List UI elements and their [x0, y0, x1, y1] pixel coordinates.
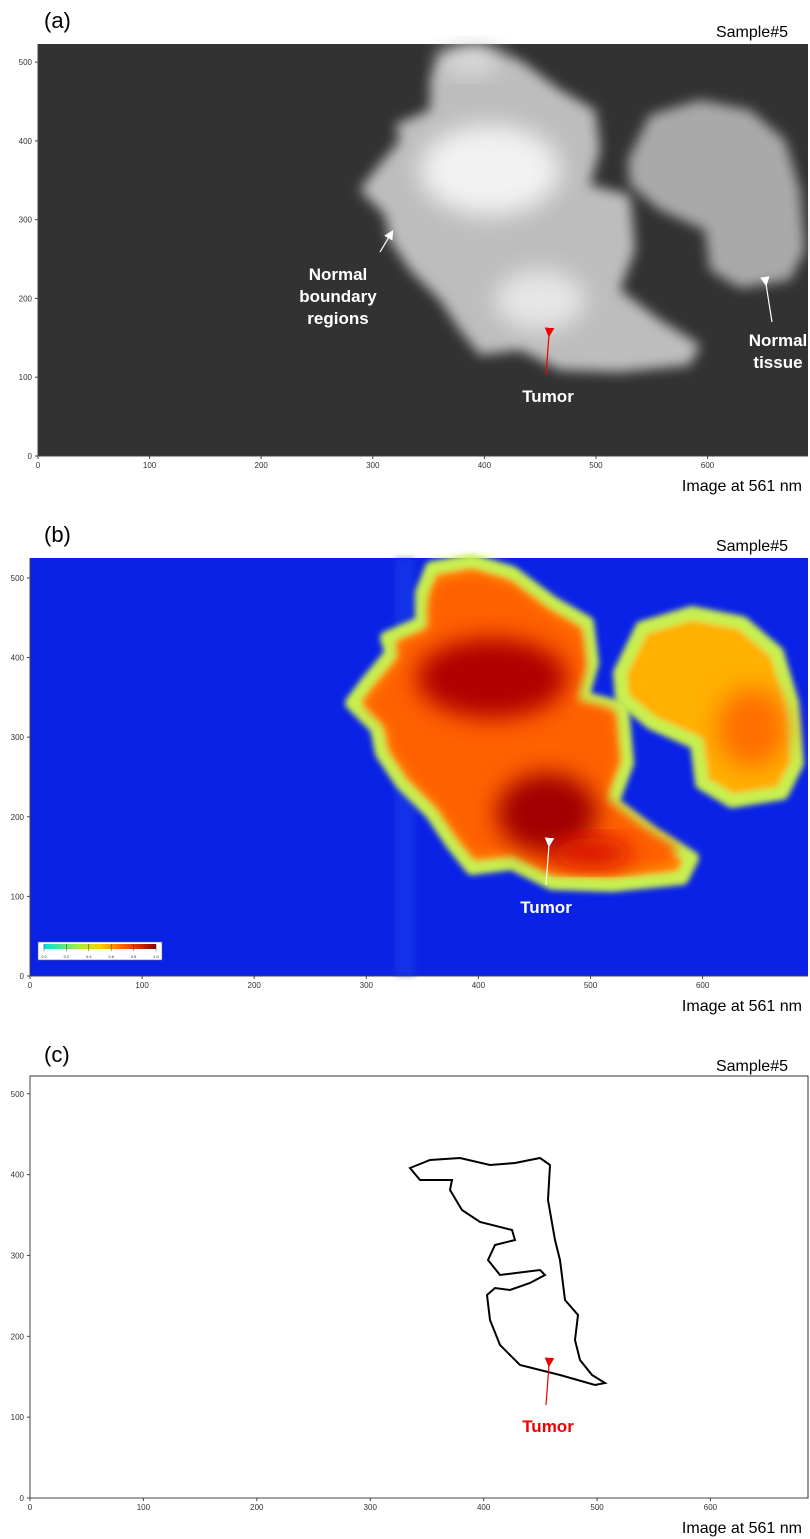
y-tick-label: 0	[20, 972, 25, 981]
y-tick-label: 400	[19, 137, 33, 146]
y-tick-label: 400	[11, 1171, 25, 1180]
caption: Image at 561 nm	[682, 478, 802, 495]
y-tick-label: 0	[28, 452, 33, 461]
x-tick-label: 400	[478, 461, 492, 470]
x-tick-label: 200	[248, 981, 262, 990]
x-tick-label: 600	[704, 1503, 718, 1512]
sample-label: Sample#5	[716, 1058, 788, 1075]
figure: (a) Sample#5 Image at 561 nm 0 100 200 300 400 5…	[0, 0, 810, 1539]
y-tick-label: 200	[11, 813, 25, 822]
y-tick-label: 100	[19, 373, 33, 382]
y-tick-label: 400	[11, 654, 25, 663]
annotation: regions	[307, 309, 368, 328]
annotation: Tumor	[522, 387, 574, 406]
colorbar-label: 0.4	[86, 954, 92, 959]
x-tick-label: 500	[590, 1503, 604, 1512]
x-tick-label: 100	[135, 981, 149, 990]
colorbar-label: 0.2	[64, 954, 70, 959]
y-tick-label: 300	[19, 216, 33, 225]
annotation: Tumor	[522, 1417, 574, 1436]
x-tick-label: 500	[589, 461, 603, 470]
panel-label: (b)	[44, 522, 71, 547]
image-a	[38, 44, 808, 456]
x-tick-label: 0	[28, 1503, 33, 1512]
panel-label: (c)	[44, 1042, 70, 1067]
y-tick-label: 200	[11, 1332, 25, 1341]
x-tick-label: 400	[477, 1503, 491, 1512]
colorbar-label: 0.8	[131, 954, 137, 959]
x-tick-label: 500	[584, 981, 598, 990]
y-tick-label: 500	[19, 58, 33, 67]
caption: Image at 561 nm	[682, 1520, 802, 1537]
x-tick-label: 0	[36, 461, 41, 470]
y-tick-label: 500	[11, 1090, 25, 1099]
y-tick-label: 300	[11, 733, 25, 742]
x-tick-label: 600	[696, 981, 710, 990]
colorbar-label: 0.0	[41, 954, 47, 959]
caption: Image at 561 nm	[682, 998, 802, 1015]
y-tick-label: 300	[11, 1251, 25, 1260]
x-tick-label: 100	[137, 1503, 151, 1512]
annotation: Normal	[309, 265, 368, 284]
x-tick-label: 0	[28, 981, 33, 990]
annotation: tissue	[753, 353, 802, 372]
x-tick-label: 300	[364, 1503, 378, 1512]
x-tick-label: 400	[472, 981, 486, 990]
x-tick-label: 600	[701, 461, 715, 470]
sample-label: Sample#5	[716, 538, 788, 555]
annotation: Normal	[749, 331, 808, 350]
sample-label: Sample#5	[716, 24, 788, 41]
colorbar-label: 0.6	[108, 954, 114, 959]
x-tick-label: 300	[360, 981, 374, 990]
x-tick-label: 200	[250, 1503, 264, 1512]
y-tick-label: 100	[11, 892, 25, 901]
y-tick-label: 200	[19, 294, 33, 303]
colorbar-label: 1.0	[153, 954, 159, 959]
y-tick-label: 500	[11, 574, 25, 583]
annotation: boundary	[299, 287, 377, 306]
image-b	[30, 558, 808, 976]
image-c	[30, 1076, 808, 1498]
x-tick-label: 100	[143, 461, 157, 470]
y-tick-label: 100	[11, 1413, 25, 1422]
y-tick-label: 0	[20, 1494, 25, 1503]
panel-label: (a)	[44, 8, 71, 33]
annotation: Tumor	[520, 898, 572, 917]
x-tick-label: 200	[255, 461, 269, 470]
x-tick-label: 300	[366, 461, 380, 470]
